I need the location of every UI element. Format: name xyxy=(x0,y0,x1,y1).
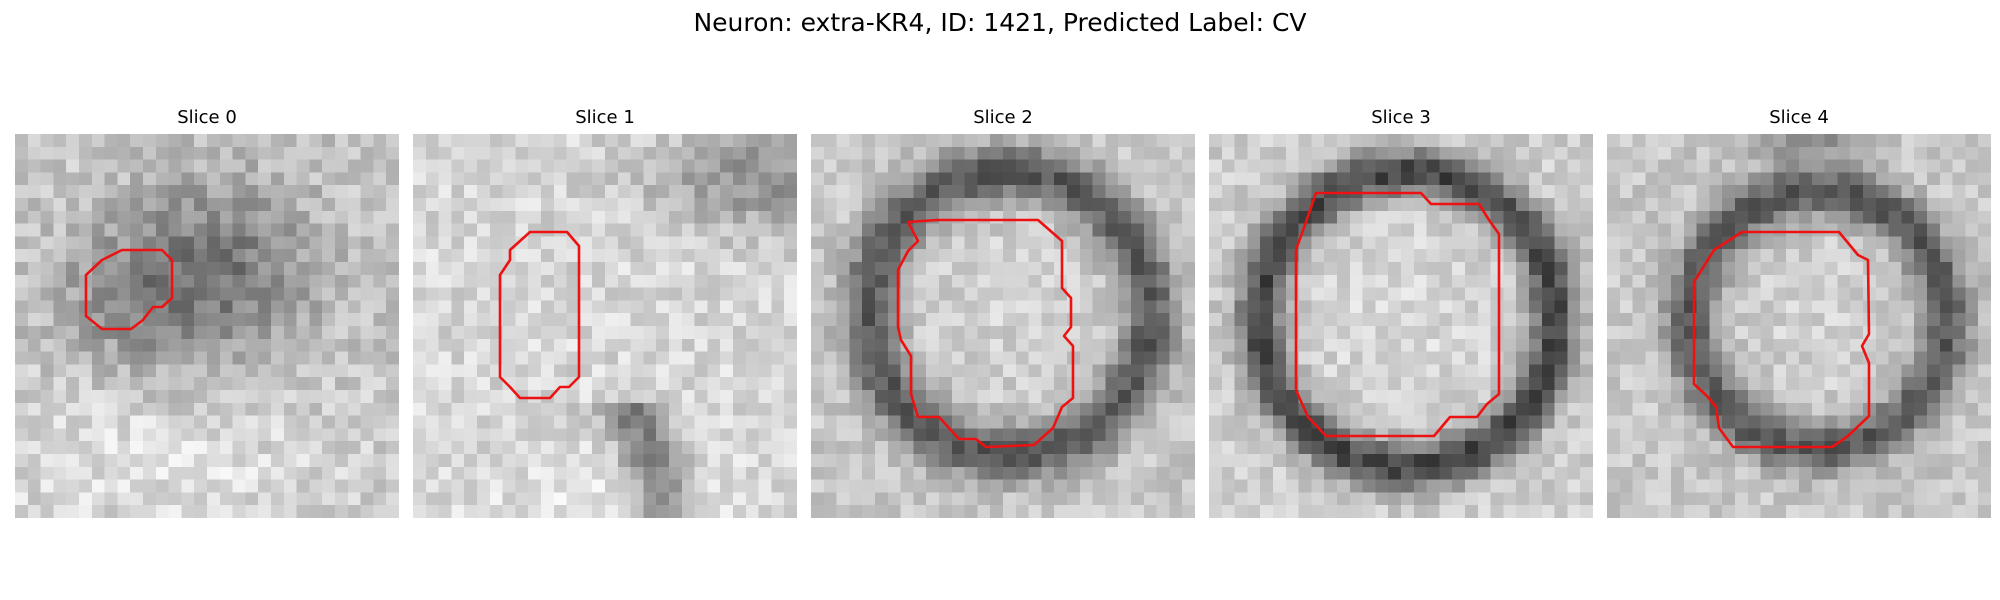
segmentation-outline xyxy=(498,230,581,400)
slice-panel-0: Slice 0 xyxy=(15,106,399,518)
segmentation-outline xyxy=(896,218,1075,449)
slice-panel-3: Slice 3 xyxy=(1209,106,1593,518)
slice-title: Slice 3 xyxy=(1371,107,1431,128)
micrograph-image xyxy=(1607,134,1991,518)
segmentation-outline xyxy=(1692,230,1871,449)
micrograph-image xyxy=(413,134,797,518)
slice-title: Slice 0 xyxy=(177,107,237,128)
slice-title: Slice 2 xyxy=(973,107,1033,128)
micrograph-image xyxy=(1209,134,1593,518)
segmentation-outline xyxy=(84,248,174,331)
slice-panel-1: Slice 1 xyxy=(413,106,797,518)
micrograph-image xyxy=(811,134,1195,518)
slice-title: Slice 4 xyxy=(1769,107,1829,128)
slice-title: Slice 1 xyxy=(575,107,635,128)
slice-panel-4: Slice 4 xyxy=(1607,106,1991,518)
figure-title: Neuron: extra-KR4, ID: 1421, Predicted L… xyxy=(693,8,1307,37)
micrograph-image xyxy=(15,134,399,518)
segmentation-outline xyxy=(1294,191,1501,438)
slice-panel-2: Slice 2 xyxy=(811,106,1195,518)
